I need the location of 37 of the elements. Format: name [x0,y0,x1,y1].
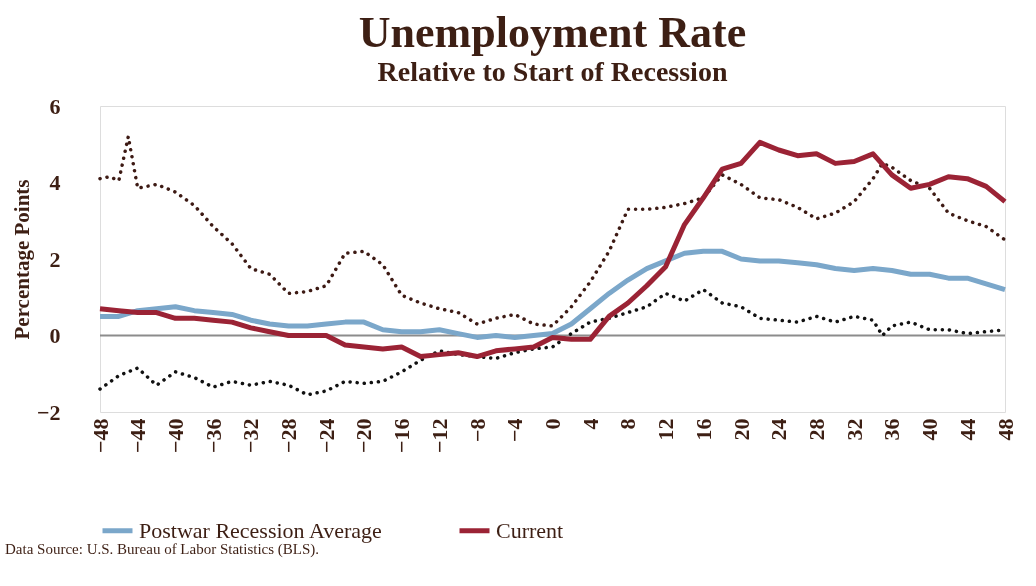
x-tick-label: −48 [87,418,113,454]
x-tick-label: 48 [992,418,1018,441]
legend-label: Postwar Recession Average [139,517,382,543]
x-tick-label: 36 [879,418,905,441]
x-tick-label: −4 [502,418,528,443]
y-tick-label: −2 [36,399,61,425]
x-tick-label: 0 [540,418,565,430]
legend-label: Current [496,517,564,543]
y-tick-label: 4 [49,170,61,195]
x-tick-label: 44 [954,418,980,441]
x-tick-label: −28 [276,418,302,454]
x-tick-label: 12 [653,418,679,441]
x-tick-label: 4 [577,418,603,430]
x-tick-label: −40 [162,418,188,454]
x-tick-label: 40 [917,418,943,441]
x-tick-label: −24 [313,418,339,454]
x-tick-label: −32 [238,418,264,454]
source-note: Data Source: U.S. Bureau of Labor Statistics (BLS). [5,541,320,558]
chart-subtitle: Relative to Start of Recession [377,56,728,87]
x-tick-label: −16 [389,418,415,454]
x-tick-label: 16 [690,418,716,441]
y-tick-label: 6 [49,93,61,119]
line-series [98,134,1007,328]
y-axis-title: Percentage Points [9,179,34,340]
x-tick-label: 32 [841,418,867,441]
x-tick-label: 20 [728,418,754,441]
x-tick-label: 28 [803,418,829,441]
x-tick-label: 8 [615,418,641,430]
x-tick-label: −44 [125,418,151,454]
x-tick-label: −20 [351,418,377,454]
x-tick-label: 24 [766,418,792,441]
x-tick-label: −12 [426,418,452,454]
y-tick-label: 2 [49,246,61,272]
chart-title: Unemployment Rate [358,8,747,57]
x-tick-label: −36 [200,418,226,454]
y-tick-label: 0 [49,323,61,348]
x-tick-label: −8 [464,418,490,443]
